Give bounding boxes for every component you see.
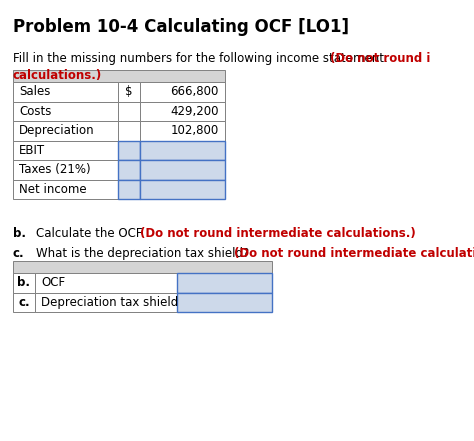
Bar — [13, 160, 118, 179]
Bar — [177, 273, 272, 292]
Bar — [13, 82, 118, 101]
Bar — [13, 179, 118, 199]
Text: (Do not round intermediate calculations.): (Do not round intermediate calculations.… — [140, 227, 416, 240]
Bar — [118, 101, 140, 121]
Bar — [13, 141, 118, 160]
Text: Fill in the missing numbers for the following income statement.: Fill in the missing numbers for the foll… — [13, 52, 392, 65]
Text: What is the depreciation tax shield?: What is the depreciation tax shield? — [36, 247, 253, 260]
Bar — [118, 82, 140, 101]
Bar — [35, 292, 177, 312]
Bar — [140, 141, 225, 160]
Bar — [177, 292, 272, 312]
Text: (Do not round i: (Do not round i — [330, 52, 430, 65]
Bar — [13, 70, 225, 82]
Bar — [118, 121, 140, 141]
Text: 102,800: 102,800 — [171, 124, 219, 137]
Bar — [118, 179, 140, 199]
Text: Depreciation: Depreciation — [19, 124, 95, 137]
Bar — [140, 179, 225, 199]
Bar — [140, 160, 225, 179]
Bar — [140, 101, 225, 121]
Text: Depreciation tax shield: Depreciation tax shield — [41, 296, 178, 309]
Text: $: $ — [125, 85, 133, 98]
Text: b.: b. — [13, 227, 26, 240]
Text: Problem 10-4 Calculating OCF [LO1]: Problem 10-4 Calculating OCF [LO1] — [13, 18, 349, 36]
Bar — [13, 121, 118, 141]
Bar — [140, 121, 225, 141]
Text: OCF: OCF — [41, 276, 65, 289]
Text: EBIT: EBIT — [19, 144, 45, 157]
Text: Taxes (21%): Taxes (21%) — [19, 163, 91, 176]
Text: 666,800: 666,800 — [171, 85, 219, 98]
Text: calculations.): calculations.) — [13, 70, 102, 82]
Bar — [140, 82, 225, 101]
Text: Costs: Costs — [19, 105, 51, 118]
Text: Sales: Sales — [19, 85, 50, 98]
Text: c.: c. — [13, 247, 25, 260]
Bar — [13, 273, 35, 292]
Bar — [118, 160, 140, 179]
Text: Net income: Net income — [19, 183, 87, 196]
Bar — [13, 261, 272, 273]
Text: b.: b. — [18, 276, 30, 289]
Text: (Do not round intermediate calculations.): (Do not round intermediate calculations.… — [234, 247, 474, 260]
Bar — [13, 292, 35, 312]
Text: c.: c. — [18, 296, 30, 309]
Bar — [13, 101, 118, 121]
Bar — [35, 273, 177, 292]
Text: Calculate the OCF.: Calculate the OCF. — [36, 227, 148, 240]
Text: 429,200: 429,200 — [171, 105, 219, 118]
Bar — [118, 141, 140, 160]
